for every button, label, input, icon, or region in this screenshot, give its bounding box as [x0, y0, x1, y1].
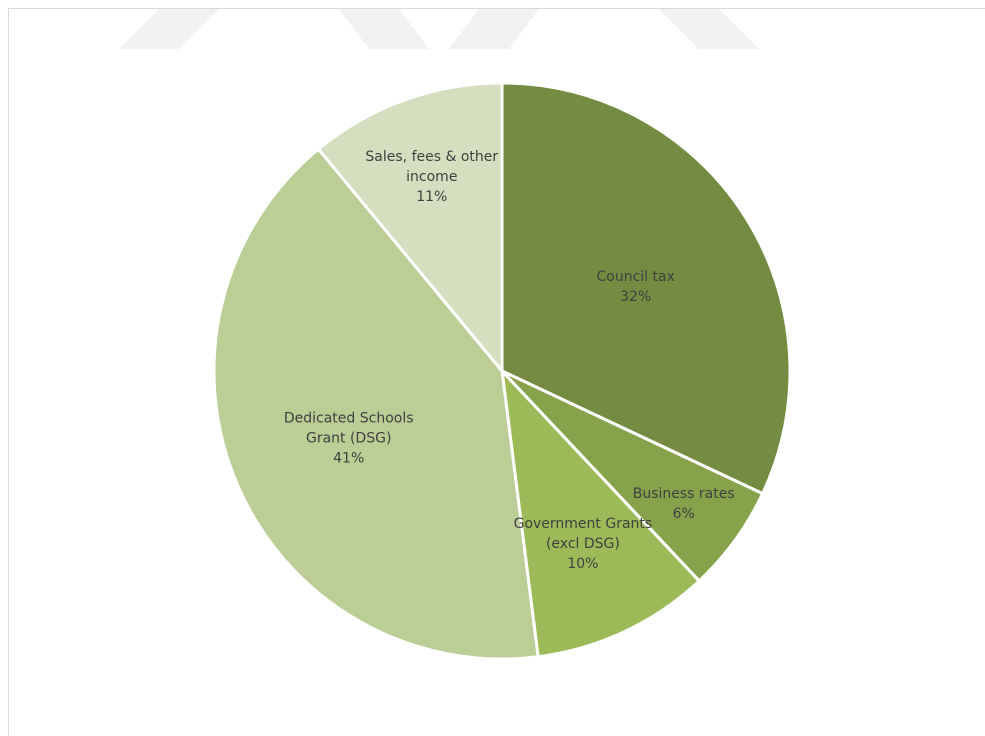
data-label-line: 41%: [333, 450, 364, 466]
data-label-line: 6%: [673, 506, 695, 522]
data-label-line: income: [406, 169, 457, 185]
data-label-line: Government Grants: [514, 516, 653, 532]
pie-labels: Council tax 32% Business rates 6% Government…: [284, 149, 735, 572]
data-label-5: Sales, fees & other income 11%: [365, 149, 498, 205]
data-label-4: Dedicated Schools Grant (DSG) 41%: [284, 410, 414, 466]
data-label-1: Council tax 32%: [597, 269, 675, 305]
pie-slice-1: [500, 81, 792, 496]
pie-slice-5: [316, 81, 504, 376]
data-label-line: Council tax: [597, 269, 675, 285]
pie-slice-3: [499, 366, 702, 659]
data-label-line: 10%: [567, 556, 598, 572]
data-label-line: 11%: [416, 189, 447, 205]
data-label-line: Grant (DSG): [306, 430, 391, 446]
data-label-line: 32%: [620, 289, 651, 305]
data-label-line: (excl DSG): [546, 536, 620, 552]
data-label-3: Government Grants (excl DSG) 10%: [514, 516, 653, 572]
data-label-line: Dedicated Schools: [284, 410, 414, 426]
data-label-line: Sales, fees & other: [365, 149, 498, 165]
data-label-2: Business rates 6%: [633, 486, 735, 522]
pie-slice-4: [212, 146, 540, 661]
data-label-line: Business rates: [633, 486, 735, 502]
background-stripes: [119, 9, 759, 49]
pie-slices: [212, 81, 792, 661]
